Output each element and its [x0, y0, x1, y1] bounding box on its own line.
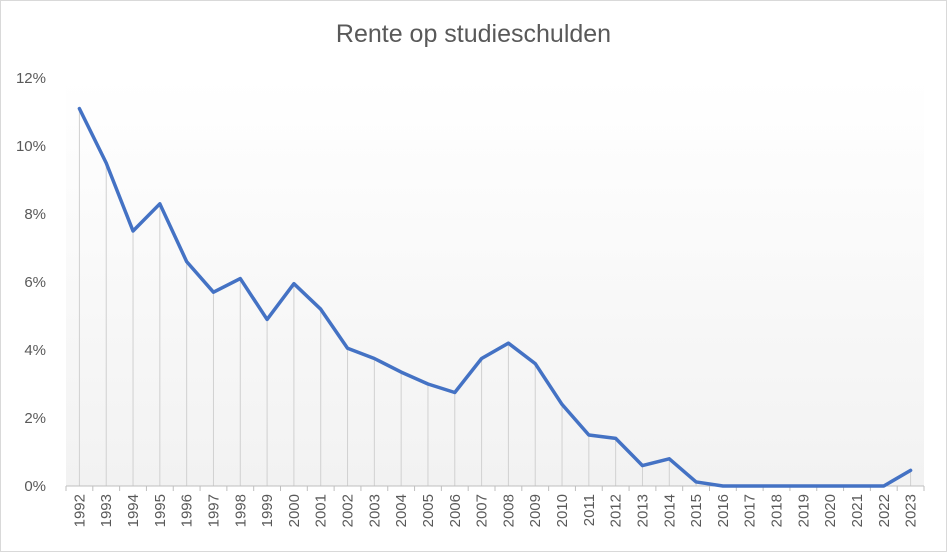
series-line: [77, 106, 913, 488]
x-tick-label: 2020: [822, 494, 839, 527]
y-tick-label: 2%: [24, 410, 46, 427]
x-tick-label: 2004: [393, 494, 410, 527]
x-tick-label: 2009: [527, 494, 544, 527]
drop-lines: [78, 108, 912, 486]
x-axis-labels: 1992 1993 1994 1995 1996 1997 1998 1999 2000 2001…: [71, 494, 919, 527]
y-tick-label: 4%: [24, 342, 46, 359]
x-tick-label: 2015: [688, 494, 705, 527]
x-tick-label: 2006: [447, 494, 464, 527]
x-tick-label: 2021: [849, 494, 866, 527]
x-tick-label: 2003: [366, 494, 383, 527]
x-tick-label: 2012: [608, 494, 625, 527]
y-tick-label: 0%: [24, 478, 46, 495]
x-tick-label: 2002: [340, 494, 357, 527]
x-tick-label: 2007: [474, 494, 491, 527]
x-tick-label: 2016: [715, 494, 732, 527]
x-tick-label: 2019: [795, 494, 812, 527]
x-tick-label: 1992: [71, 494, 88, 527]
plot-area-background: [66, 78, 924, 486]
x-tick-label: 2013: [634, 494, 651, 527]
x-tick-label: 1996: [179, 494, 196, 527]
x-tick-label: 2014: [661, 494, 678, 527]
x-tick-label: 1997: [205, 494, 222, 527]
x-tick-label: 2017: [742, 494, 759, 527]
x-tick-label: 2018: [769, 494, 786, 527]
chart-title: Rente op studieschulden: [335, 20, 612, 48]
x-tick-label: 1994: [125, 494, 142, 527]
x-tick-label: 2010: [554, 494, 571, 527]
x-tick-label: 2005: [420, 494, 437, 527]
x-axis-ticks: [65, 486, 925, 491]
y-tick-label: 10%: [16, 138, 46, 155]
x-tick-label: 2000: [286, 494, 303, 527]
x-tick-label: 2022: [876, 494, 893, 527]
x-tick-label: 1993: [98, 494, 115, 527]
y-tick-label: 8%: [24, 206, 46, 223]
x-tick-label: 2001: [313, 494, 330, 527]
x-tick-label: 2008: [500, 494, 517, 527]
x-tick-label: 2011: [581, 494, 598, 526]
x-tick-label: 1998: [232, 494, 249, 527]
x-tick-label: 2023: [903, 494, 920, 527]
y-axis-labels: 0% 2% 4% 6% 8% 10% 12%: [16, 70, 46, 495]
x-tick-label: 1995: [152, 494, 169, 527]
x-tick-label: 1999: [259, 494, 276, 527]
y-tick-label: 12%: [16, 70, 46, 87]
y-tick-label: 6%: [24, 274, 46, 291]
